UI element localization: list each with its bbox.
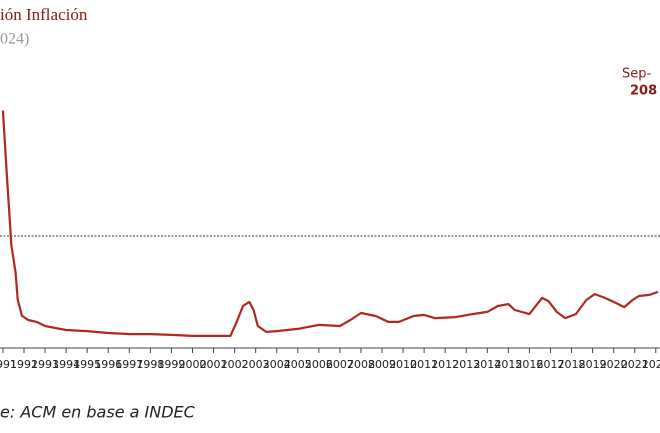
x-tick-label: 2020: [600, 358, 628, 371]
x-tick-label: 1992: [10, 358, 38, 371]
x-tick-label: 2002: [221, 358, 249, 371]
x-tick-label: 1998: [136, 358, 164, 371]
x-tick-label: 2017: [536, 358, 564, 371]
x-tick-label: 2006: [305, 358, 333, 371]
x-tick-label: 2008: [347, 358, 375, 371]
x-tick-label: 2005: [284, 358, 312, 371]
x-tick-label: 2010: [389, 358, 417, 371]
chart-subtitle: 024): [0, 31, 29, 48]
source: e: ACM en base a INDEC: [0, 403, 196, 422]
x-tick-label: 2001: [200, 358, 228, 371]
annotation-date: Sep-: [622, 67, 652, 82]
chart-title: ión Inflación: [0, 5, 88, 24]
x-tick-label: 2013: [452, 358, 480, 371]
x-tick-label: 2003: [242, 358, 270, 371]
x-tick-label: 1996: [94, 358, 122, 371]
x-tick-label: 2011: [410, 358, 438, 371]
x-tick-label: 2021: [621, 358, 649, 371]
x-tick-label: 2014: [473, 358, 501, 371]
series-line: [1, 110, 659, 337]
x-tick-label: 2018: [558, 358, 586, 371]
x-tick-label: 1993: [31, 358, 59, 371]
x-tick-label: 2019: [579, 358, 607, 371]
x-tick-label: 1997: [115, 358, 143, 371]
x-tick-label: 2012: [431, 358, 459, 371]
x-tick-label: 2022: [642, 358, 660, 371]
x-tick-label: 1999: [157, 358, 185, 371]
x-tick-label: 1995: [73, 358, 101, 371]
x-tick-label: 2007: [326, 358, 354, 371]
annotation-value: 208: [630, 84, 657, 99]
x-tick-label: 2004: [263, 358, 291, 371]
x-tick-label: 2000: [178, 358, 206, 371]
x-tick-label: 2015: [494, 358, 522, 371]
x-tick-label: 1991: [0, 358, 17, 371]
x-tick-label: 2009: [368, 358, 396, 371]
x-tick-label: 2016: [515, 358, 543, 371]
x-tick-label: 1994: [52, 358, 80, 371]
